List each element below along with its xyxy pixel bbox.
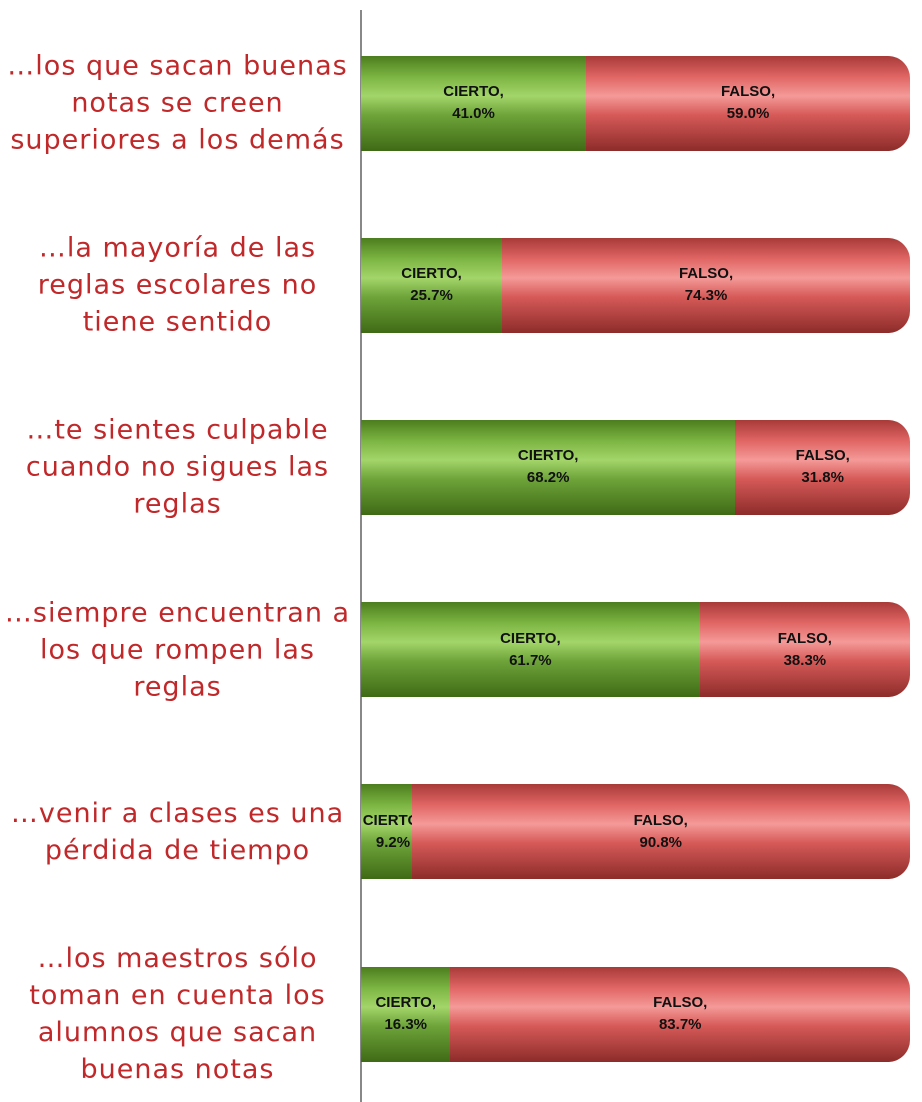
category-label: …los maestros sólo toman en cuenta los a… — [29, 943, 326, 1085]
bar-segment — [361, 237, 503, 333]
bar-segment — [586, 55, 910, 151]
data-label: CIERTO, 9.2% — [362, 811, 424, 851]
data-label: FALSO, 90.8% — [633, 811, 688, 851]
data-label: CIERTO, 16.3% — [375, 994, 437, 1033]
bar-segment — [361, 419, 736, 515]
data-label: FALSO, 59.0% — [720, 83, 776, 122]
bar-segment — [361, 55, 587, 151]
bar-segment — [361, 966, 451, 1062]
data-label: CIERTO, 41.0% — [443, 83, 504, 122]
category-label: …venir a clases es una pérdida de tiempo — [10, 797, 345, 866]
data-label: CIERTO, 25.7% — [401, 265, 462, 305]
data-label: FALSO, 83.7% — [653, 994, 708, 1033]
data-label: FALSO, 31.8% — [795, 447, 850, 487]
data-label: CIERTO, 61.7% — [500, 629, 561, 669]
category-label: …siempre encuentran a los que rompen las… — [4, 597, 351, 703]
axis-line — [360, 10, 362, 1102]
data-label: FALSO, 74.3% — [678, 265, 734, 305]
bar-segment — [450, 966, 910, 1062]
data-label: CIERTO, 68.2% — [517, 447, 579, 487]
bar-segment — [361, 784, 412, 880]
category-label: …la mayoría de las reglas escolares no t… — [37, 232, 318, 338]
bar-segment — [735, 419, 910, 515]
category-label: …los que sacan buenas notas se creen sup… — [7, 50, 348, 156]
bar-segment — [361, 602, 700, 698]
bar-segment — [502, 237, 910, 333]
bar-segment — [699, 602, 910, 698]
bar-segment — [411, 784, 910, 880]
category-label: …te sientes culpable cuando no sigues la… — [25, 414, 330, 520]
data-label: FALSO, 38.3% — [777, 629, 832, 669]
